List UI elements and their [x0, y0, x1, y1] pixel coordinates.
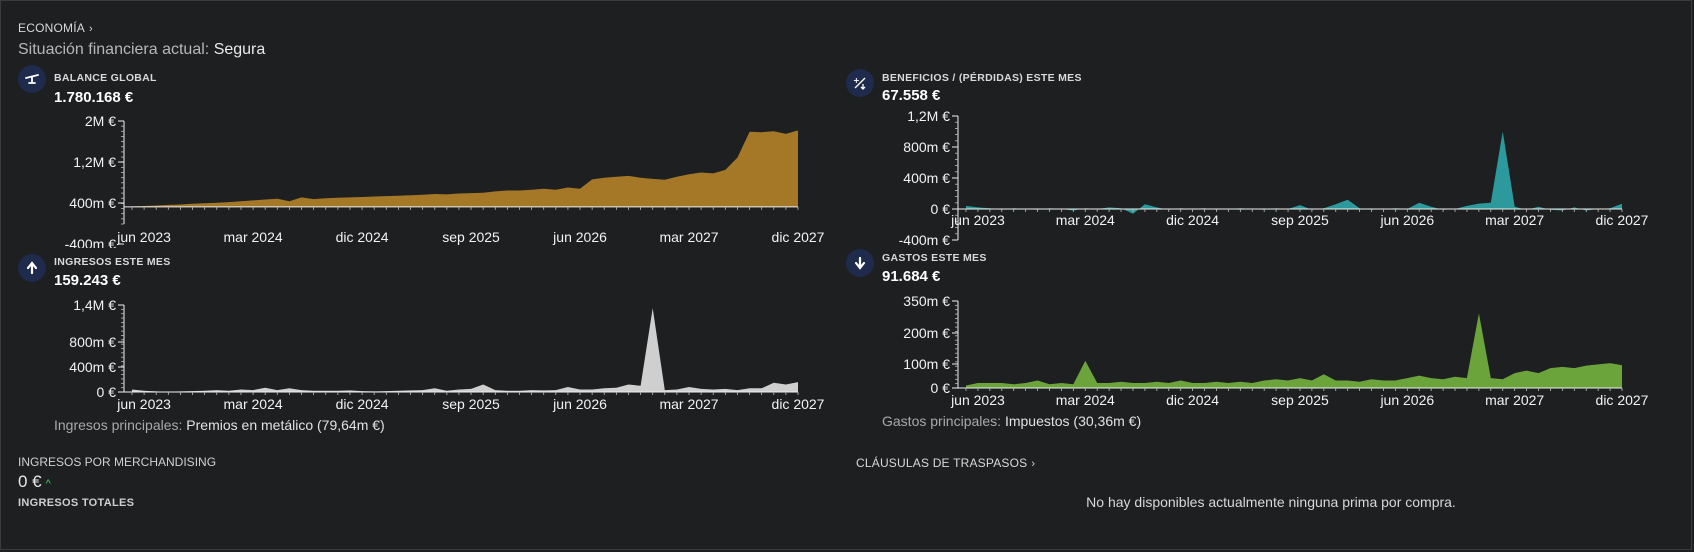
y-tick-label: 200m € [903, 325, 950, 341]
x-tick-label: mar 2024 [1056, 392, 1115, 408]
financial-status-label: Situación financiera actual: [18, 41, 210, 58]
profit-label: BENEFICIOS / (PÉRDIDAS) ESTE MES [882, 72, 1082, 84]
x-tick-label: mar 2027 [659, 396, 718, 412]
y-tick-label: -400m € [65, 236, 117, 248]
caret-up-icon: ^ [45, 478, 51, 490]
transfers-section-link[interactable]: CLÁUSULAS DE TRASPASOS › [856, 456, 1035, 470]
income-main-label: Ingresos principales: [54, 417, 183, 433]
expenses-main-value: Impuestos (30,36m €) [1004, 413, 1142, 429]
chevron-right-icon: › [1031, 458, 1036, 470]
merchandising-value: 0 € [18, 472, 42, 491]
x-tick-label: sep 2025 [1271, 212, 1329, 228]
y-tick-label: 400m € [903, 170, 950, 186]
balance-label: BALANCE GLOBAL [54, 72, 157, 84]
y-tick-label: 1,4M € [73, 297, 116, 313]
x-tick-label: mar 2024 [224, 396, 283, 412]
y-tick-label: 0 € [931, 380, 951, 396]
x-tick-label: sep 2025 [1271, 392, 1329, 408]
x-tick-label: dic 2024 [336, 229, 389, 245]
y-tick-label: 350m € [903, 293, 950, 309]
expenses-main: Gastos principales: Impuestos (30,36m €) [882, 413, 1141, 429]
y-tick-label: 800m € [903, 139, 950, 155]
x-tick-label: mar 2027 [659, 229, 718, 245]
financial-status: Situación financiera actual: Segura [18, 41, 265, 59]
arrow-down-icon [846, 249, 874, 277]
svg-text:+: + [853, 76, 860, 85]
y-tick-label: 800m € [69, 334, 116, 350]
transfers-link-label[interactable]: CLÁUSULAS DE TRASPASOS [856, 456, 1028, 470]
expenses-value: 91.684 € [882, 268, 941, 285]
expenses-chart: 350m € 200m € 100m € 0 €jun 2023 mar 2024 dic… [903, 293, 1649, 408]
x-tick-label: sep 2025 [442, 229, 500, 245]
balance-value: 1.780.168 € [54, 89, 134, 106]
expenses-main-label: Gastos principales: [882, 413, 1002, 429]
x-tick-label: mar 2027 [1485, 392, 1544, 408]
x-tick-label: jun 2023 [950, 212, 1005, 228]
income-chart: 1,4M € 800m € 400m € 0 €jun 2023 mar 2024 dic… [69, 297, 825, 412]
x-tick-label: jun 2026 [552, 229, 607, 245]
y-tick-label: 0 € [97, 384, 117, 400]
no-bonus-message: No hay disponibles actualmente ninguna p… [1086, 494, 1456, 510]
x-tick-label: dic 2027 [1596, 212, 1649, 228]
y-tick-label: 1,2M € [73, 154, 116, 170]
merchandising-label: INGRESOS POR MERCHANDISING [18, 455, 217, 469]
expenses-label: GASTOS ESTE MES [882, 252, 987, 264]
x-tick-label: mar 2024 [224, 229, 283, 245]
x-tick-label: jun 2023 [116, 229, 171, 245]
x-tick-label: jun 2023 [950, 392, 1005, 408]
total-income-label: INGRESOS TOTALES [18, 497, 135, 509]
y-tick-label: 2M € [85, 113, 116, 129]
y-tick-label: 0 € [931, 201, 951, 217]
merchandising-row: 0 € ^ [18, 472, 51, 492]
x-tick-label: dic 2024 [1166, 392, 1219, 408]
balance-series-area [132, 130, 798, 207]
financial-status-value: Segura [213, 41, 266, 58]
arrow-up-icon [18, 254, 46, 282]
income-main: Ingresos principales: Premios en metálic… [54, 417, 385, 433]
balance-chart: 2M € 1,2M € 400m € -400m € jun 2023 mar 2024 d… [65, 113, 825, 248]
income-label: INGRESOS ESTE MES [54, 256, 171, 268]
y-tick-label: 1,2M € [907, 108, 950, 124]
y-tick-label: -400m € [899, 232, 951, 248]
income-value: 159.243 € [54, 272, 121, 289]
profit-chart: 1,2M € 800m € 400m € 0 € -400m € jun 2023 mar … [899, 108, 1649, 248]
x-tick-label: dic 2024 [1166, 212, 1219, 228]
x-tick-label: mar 2027 [1485, 212, 1544, 228]
profit-value: 67.558 € [882, 87, 941, 104]
y-tick-label: 400m € [69, 359, 116, 375]
x-tick-label: dic 2027 [1596, 392, 1649, 408]
expenses-series-area [966, 313, 1622, 388]
x-tick-label: dic 2027 [772, 396, 825, 412]
income-series-area [132, 308, 798, 392]
x-tick-label: jun 2026 [1379, 392, 1434, 408]
plus-minus-icon: + [846, 69, 874, 97]
x-tick-label: jun 2023 [116, 396, 171, 412]
economy-link-label[interactable]: ECONOMÍA [18, 21, 85, 35]
x-tick-label: jun 2026 [552, 396, 607, 412]
x-tick-label: sep 2025 [442, 396, 500, 412]
chevron-right-icon: › [88, 23, 93, 35]
profit-series-area [966, 131, 1622, 214]
scale-icon [18, 65, 46, 93]
x-tick-label: mar 2024 [1056, 212, 1115, 228]
y-tick-label: 100m € [903, 356, 950, 372]
economy-section-link[interactable]: ECONOMÍA › [18, 21, 93, 35]
income-main-value: Premios en metálico (79,64m €) [186, 417, 385, 433]
y-tick-label: 400m € [69, 195, 116, 211]
x-tick-label: dic 2024 [336, 396, 389, 412]
x-tick-label: jun 2026 [1379, 212, 1434, 228]
x-tick-label: dic 2027 [772, 229, 825, 245]
